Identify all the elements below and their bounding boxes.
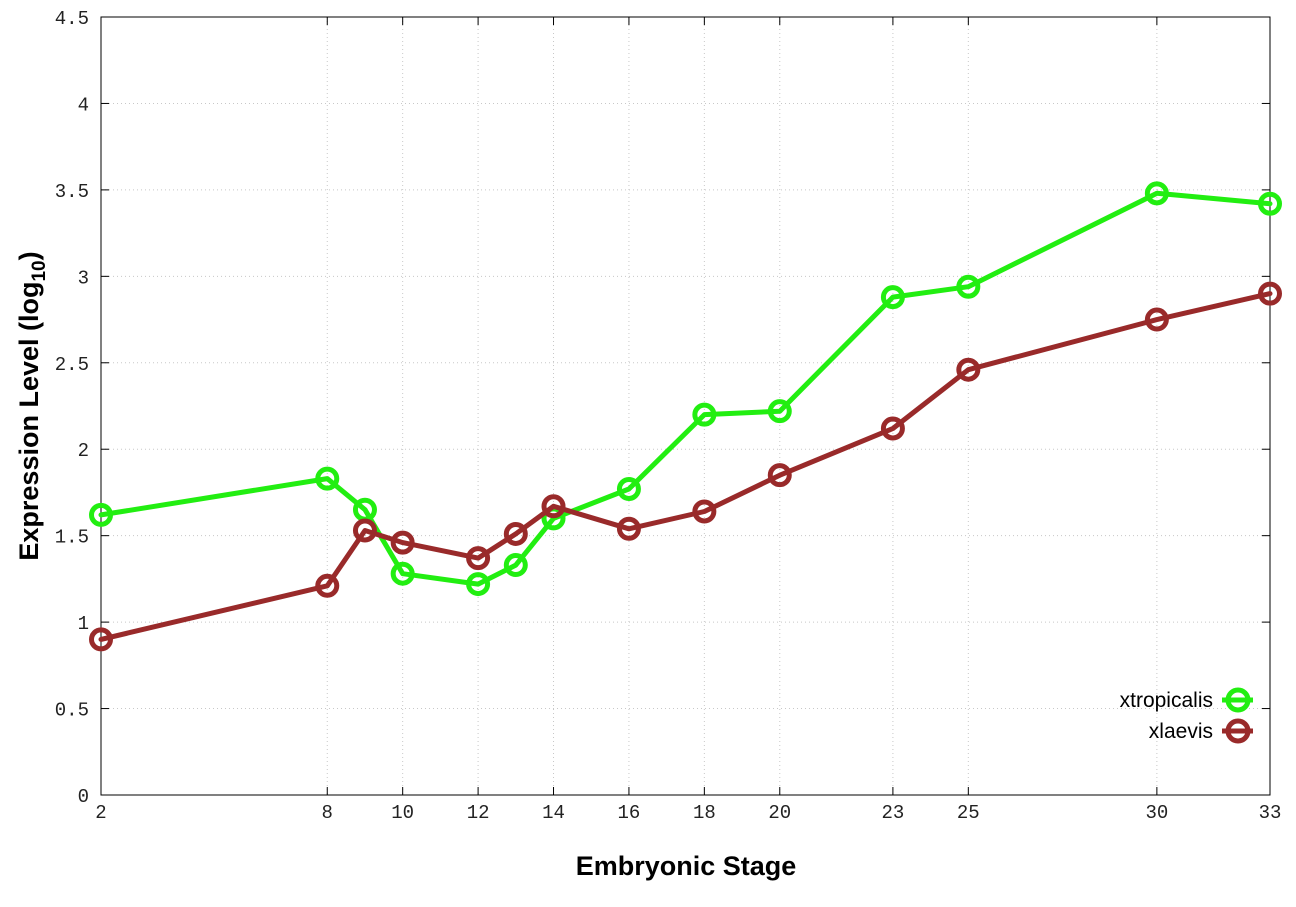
series-line-xlaevis: [98, 291, 1273, 642]
x-tick-label: 10: [391, 802, 414, 824]
legend-marker-xtropicalis: [1225, 687, 1251, 713]
legend-label-xtropicalis: xtropicalis: [1120, 689, 1213, 712]
data-point-xlaevis: [692, 499, 717, 524]
data-point-xlaevis: [541, 494, 566, 519]
legend-marker-xlaevis: [1225, 718, 1251, 744]
data-point-xtropicalis: [616, 476, 641, 501]
data-point-xlaevis: [503, 521, 528, 546]
data-point-xtropicalis: [315, 466, 340, 491]
x-axis-title: Embryonic Stage: [576, 851, 797, 881]
y-axis-title: Expression Level (log10): [14, 251, 50, 560]
x-tick-label: 8: [322, 802, 333, 824]
data-point-xlaevis: [466, 546, 491, 571]
data-point-xlaevis: [880, 416, 905, 441]
data-point-xtropicalis: [1144, 181, 1169, 206]
y-tick-label: 2.5: [55, 354, 89, 376]
y-tick-label: 4.5: [55, 8, 89, 30]
plot-frame: [100, 16, 1271, 796]
x-tick-label: 25: [957, 802, 980, 824]
data-point-xlaevis: [956, 357, 981, 382]
data-point-xtropicalis: [89, 502, 113, 527]
data-point-xtropicalis: [692, 402, 717, 427]
y-axis-title-suffix: ): [14, 251, 44, 260]
y-tick-label: 0.5: [55, 700, 89, 722]
legend: xtropicalis xlaevis: [1120, 687, 1253, 744]
y-tick-label: 4: [78, 94, 89, 116]
data-point-xtropicalis: [1258, 191, 1282, 216]
data-point-xtropicalis: [956, 274, 981, 299]
x-tick-label: 14: [542, 802, 565, 824]
y-tick-label: 1.5: [55, 527, 89, 549]
data-point-xlaevis: [767, 463, 792, 488]
data-point-xlaevis: [315, 573, 340, 598]
y-tick-labels: 0 0.5 1 1.5 2 2.5 3 3.5 4 4.5: [55, 8, 89, 808]
data-point-xlaevis: [616, 516, 641, 541]
data-point-xlaevis: [390, 530, 415, 555]
data-point-xtropicalis: [767, 399, 792, 424]
x-tick-label: 23: [881, 802, 904, 824]
y-axis-title-main: Expression Level (log: [14, 282, 44, 561]
data-point-xlaevis: [352, 518, 377, 543]
data-point-xlaevis: [89, 627, 113, 652]
x-tick-labels: 2 8 10 12 14 16 18 20 23 25 30 33: [95, 802, 1281, 824]
data-point-xtropicalis: [503, 553, 528, 578]
x-tick-label: 33: [1259, 802, 1282, 824]
data-point-xtropicalis: [880, 285, 905, 310]
tick-marks: [100, 16, 1271, 796]
legend-label-xlaevis: xlaevis: [1149, 720, 1213, 743]
x-tick-label: 16: [618, 802, 641, 824]
series: [89, 181, 1282, 652]
series-xtropicalis: [89, 181, 1282, 597]
data-point-xtropicalis: [390, 561, 415, 586]
x-tick-label: 30: [1145, 802, 1168, 824]
x-tick-label: 12: [467, 802, 490, 824]
series-xlaevis: [89, 281, 1282, 652]
y-tick-label: 3.5: [55, 181, 89, 203]
x-tick-label: 18: [693, 802, 716, 824]
data-point-xlaevis: [1258, 281, 1282, 306]
y-tick-label: 1: [78, 613, 89, 635]
y-axis-title-subscript: 10: [29, 260, 50, 281]
x-tick-label: 20: [768, 802, 791, 824]
grid: [101, 17, 1270, 795]
series-line-xtropicalis: [98, 190, 1273, 587]
x-tick-label: 2: [95, 802, 106, 824]
data-point-xtropicalis: [466, 572, 491, 597]
y-tick-label: 3: [78, 267, 89, 289]
y-tick-label: 2: [78, 440, 89, 462]
y-tick-label: 0: [78, 786, 89, 808]
data-point-xlaevis: [1144, 307, 1169, 332]
